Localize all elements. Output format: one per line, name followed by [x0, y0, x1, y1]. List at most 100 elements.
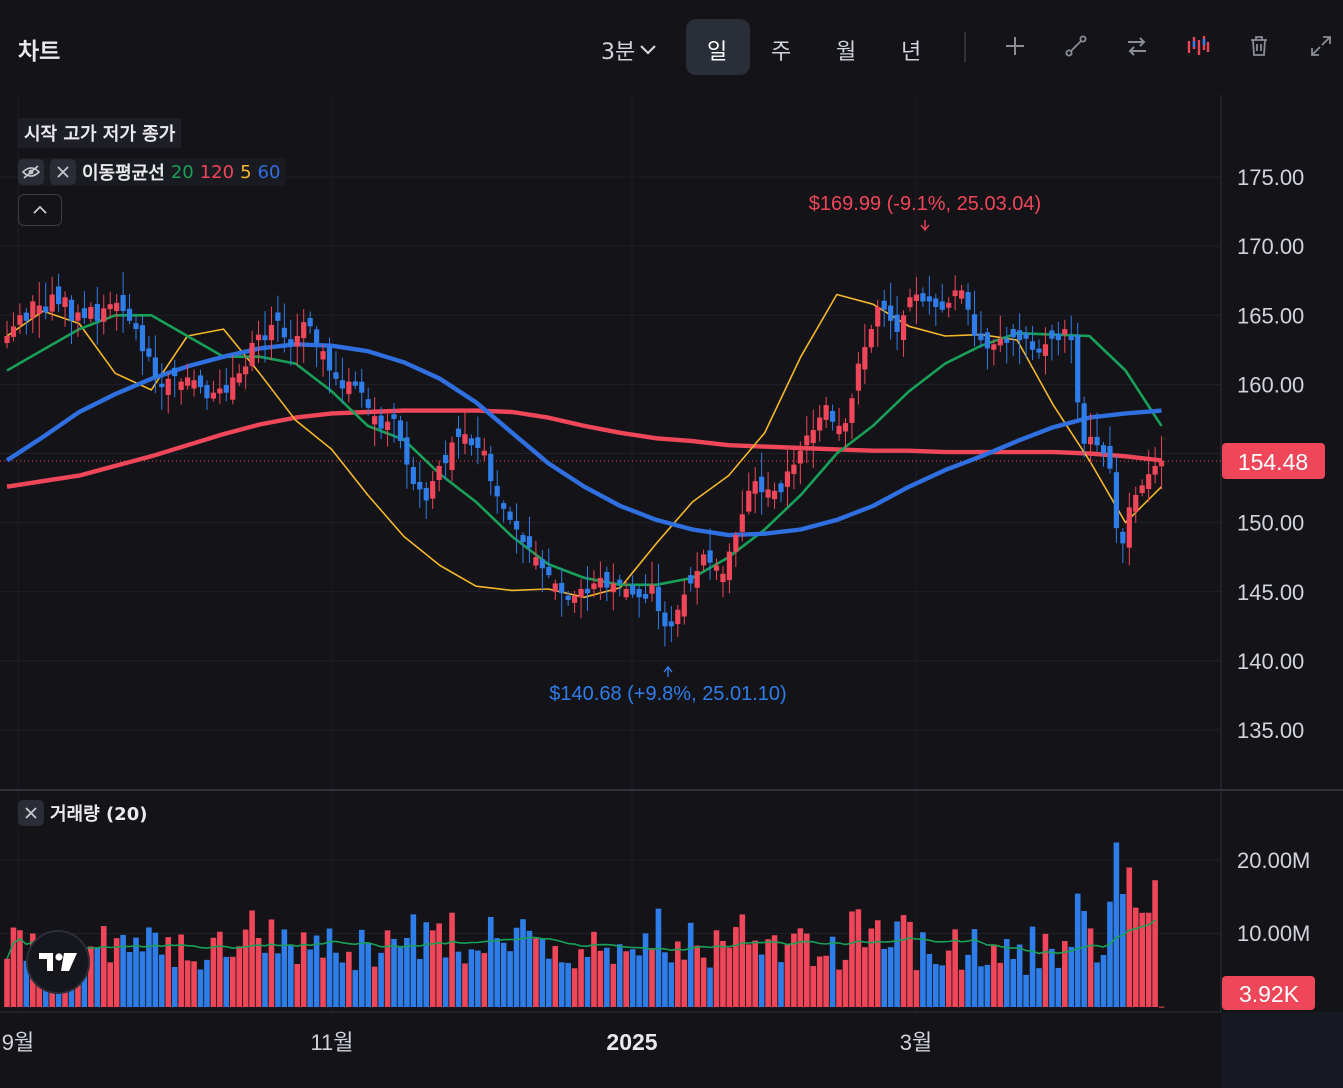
trash-icon[interactable] [1246, 33, 1272, 59]
indicator-icon[interactable] [1185, 33, 1211, 59]
volume-bar [397, 945, 404, 1007]
plus-icon[interactable] [1002, 33, 1028, 59]
candle-body [642, 593, 649, 599]
volume-bar [423, 922, 430, 1007]
candle-body [1062, 329, 1068, 335]
candle-body [488, 453, 494, 482]
time-axis[interactable]: 9월 11월 2025 3월 [2, 1029, 932, 1055]
candle-body [378, 415, 384, 429]
interval-dropdown[interactable]: 3분 [601, 34, 657, 66]
current-price-text: 154.48 [1238, 449, 1308, 475]
volume-bar [275, 953, 281, 1007]
tab-day[interactable]: 일 [707, 40, 728, 65]
volume-bar [616, 944, 623, 1007]
volume-bar [133, 937, 139, 1007]
volume-bar [784, 944, 791, 1007]
candle-body [649, 584, 655, 594]
volume-bar [384, 930, 391, 1007]
ohlc-label: 시작 고가 저가 종가 [18, 118, 182, 148]
tab-week[interactable]: 주 [771, 40, 792, 65]
candle-body [526, 536, 533, 548]
close-icon[interactable] [50, 159, 76, 185]
candle-body [533, 557, 539, 566]
volume-bar [629, 949, 636, 1007]
tab-month[interactable]: 월 [836, 40, 857, 65]
volume-bar [539, 938, 546, 1007]
fullscreen-icon[interactable] [1308, 33, 1334, 59]
volume-bar [449, 912, 455, 1007]
candle-body [43, 306, 49, 313]
candle-body [475, 437, 481, 448]
collapse-legend-button[interactable] [18, 194, 62, 226]
volume-bar [604, 947, 610, 1007]
candle-body [314, 329, 320, 343]
candle-body [978, 333, 984, 341]
candle-body [262, 335, 268, 341]
volume-bar [191, 961, 197, 1007]
close-icon[interactable] [18, 800, 44, 826]
volume-bar [1126, 867, 1133, 1007]
candle-body [720, 573, 726, 583]
volume-bar [229, 956, 236, 1007]
candle-body [1152, 465, 1158, 475]
ma-period-20: 20 [170, 161, 194, 183]
candle-body [159, 383, 165, 388]
candle-body [1088, 436, 1094, 445]
volume-bar [107, 962, 113, 1007]
tab-year[interactable]: 년 [901, 40, 922, 65]
price-tick: 135.00 [1237, 718, 1304, 743]
draw-line-icon[interactable] [1063, 33, 1089, 59]
candle-body [939, 301, 945, 310]
compare-icon[interactable] [1124, 33, 1150, 59]
volume-bar [100, 926, 107, 1007]
candle-body [797, 450, 803, 464]
candle-body [868, 329, 874, 348]
volume-bar [945, 950, 952, 1007]
candle-body [739, 514, 745, 532]
candle-body [1004, 338, 1010, 343]
candle-body [1133, 494, 1139, 512]
volume-bar [733, 927, 739, 1007]
volume-bar [391, 938, 397, 1007]
volume-bar [552, 945, 559, 1007]
volume-bar [146, 927, 152, 1007]
volume-bar [468, 949, 475, 1007]
volume-bar [371, 966, 378, 1007]
candle-body [784, 471, 791, 487]
volume-bar [571, 968, 578, 1007]
volume-bar [165, 937, 172, 1007]
candle-body [436, 465, 442, 481]
candle-body [81, 308, 87, 319]
tradingview-logo[interactable] [26, 930, 90, 994]
time-tick: 11월 [310, 1030, 353, 1055]
candle-body [920, 293, 926, 302]
volume-bar [1049, 948, 1055, 1007]
candle-body [30, 301, 36, 318]
ma-indicator-name: 이동평균선 [82, 163, 165, 184]
candle-body [178, 381, 184, 390]
candle-body [849, 398, 855, 423]
ma-period-5: 5 [240, 161, 252, 183]
candle-body [817, 417, 823, 431]
volume-bar [1145, 912, 1152, 1007]
eye-off-icon[interactable] [18, 159, 44, 185]
candle-body [417, 481, 423, 490]
candle-body [88, 306, 94, 319]
candle-body [862, 347, 868, 370]
volume-bar [255, 938, 262, 1007]
volume-bar [662, 952, 668, 1007]
volume-bar [952, 929, 958, 1007]
candle-body [4, 335, 10, 344]
candle-body [707, 550, 713, 563]
volume-gridlines [0, 859, 1221, 934]
volume-bar [223, 956, 230, 1007]
volume-axis[interactable]: 20.00M 10.00M [1237, 848, 1310, 946]
volume-bar [939, 965, 946, 1007]
volume-bar [687, 922, 694, 1007]
candle-body [494, 485, 500, 497]
candle-body [481, 450, 487, 456]
volume-bar [4, 958, 10, 1007]
candle-body [223, 384, 229, 393]
ma-period-120: 120 [199, 161, 235, 183]
